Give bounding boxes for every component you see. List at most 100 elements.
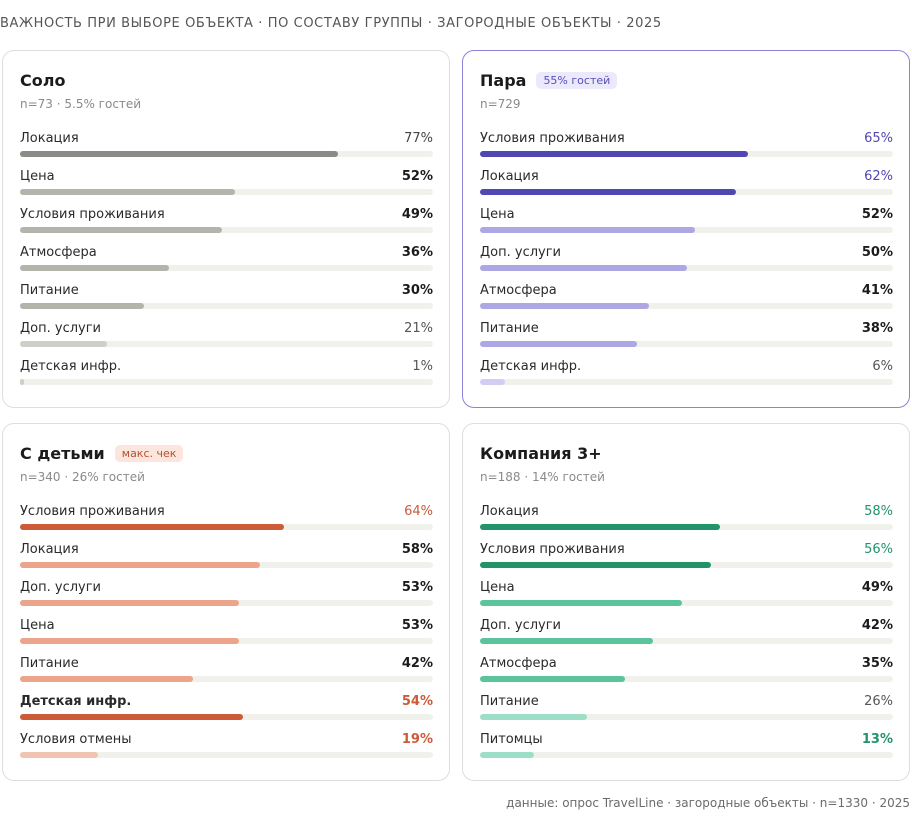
bar-row: Питание 38% xyxy=(480,321,893,351)
bar-label: Атмосфера xyxy=(20,245,97,260)
bar-value-label: 53% xyxy=(401,580,433,595)
bar-value-label: 52% xyxy=(861,207,893,222)
bar-track xyxy=(20,379,433,385)
bar-fill xyxy=(20,151,338,157)
bar-fill xyxy=(480,379,505,385)
bar-track xyxy=(480,600,893,606)
bar-track xyxy=(480,676,893,682)
bar-value-label: 64% xyxy=(404,504,433,519)
bar-fill xyxy=(480,303,650,309)
bar-label: Доп. услуги xyxy=(20,321,101,336)
bar-label: Цена xyxy=(480,207,515,222)
bar-row: Локация 58% xyxy=(20,542,433,572)
bar-value-label: 58% xyxy=(864,504,893,519)
bar-row: Питание 26% xyxy=(480,694,893,724)
bar-label: Условия проживания xyxy=(20,504,165,519)
bar-label: Цена xyxy=(20,618,55,633)
bar-row: Цена 52% xyxy=(480,207,893,237)
bar-label: Доп. услуги xyxy=(480,618,561,633)
guest-share-badge: 55% гостей xyxy=(536,72,618,89)
chart-panel-solo: Соло n=73 · 5.5% гостей Локация 77% Цена 52… xyxy=(2,50,450,408)
bar-fill xyxy=(20,752,99,758)
bar-value-label: 36% xyxy=(401,245,433,260)
bar-value-label: 26% xyxy=(864,694,893,709)
bar-value-label: 35% xyxy=(861,656,893,671)
bar-track xyxy=(480,379,893,385)
bar-track xyxy=(480,265,893,271)
bar-track xyxy=(20,341,433,347)
bar-fill xyxy=(480,265,687,271)
bar-fill xyxy=(480,151,749,157)
bar-row: Цена 53% xyxy=(20,618,433,648)
bar-label: Детская инфр. xyxy=(20,694,132,709)
bar-track xyxy=(480,638,893,644)
bar-row: Детская инфр. 54% xyxy=(20,694,433,724)
bar-fill xyxy=(20,227,223,233)
bar-track xyxy=(480,341,893,347)
bar-label: Детская инфр. xyxy=(20,359,122,374)
bar-fill xyxy=(20,189,235,195)
bar-track xyxy=(20,227,433,233)
bar-track xyxy=(20,524,433,530)
bar-row: Цена 49% xyxy=(480,580,893,610)
max-check-badge: макс. чек xyxy=(114,445,184,462)
bar-label: Атмосфера xyxy=(480,283,557,298)
bar-fill xyxy=(480,638,654,644)
bar-value-label: 1% xyxy=(412,359,433,374)
panel-subtitle: n=188 · 14% гостей xyxy=(480,470,605,484)
bar-value-label: 6% xyxy=(872,359,893,374)
bar-row: Доп. услуги 53% xyxy=(20,580,433,610)
bar-fill xyxy=(480,600,683,606)
bar-value-label: 52% xyxy=(401,169,433,184)
bar-row: Цена 52% xyxy=(20,169,433,199)
bar-value-label: 50% xyxy=(861,245,893,260)
bar-fill xyxy=(480,524,720,530)
bar-value-label: 49% xyxy=(861,580,893,595)
bar-fill xyxy=(480,714,588,720)
panel-header: Пара 55% гостей xyxy=(480,71,618,90)
panel-header: Компания 3+ xyxy=(480,444,602,463)
bar-fill xyxy=(20,714,244,720)
chart-panel-with-kids: С детьми макс. чек n=340 · 26% гостей Ус… xyxy=(2,423,450,781)
bar-fill xyxy=(480,752,534,758)
bar-fill xyxy=(480,227,695,233)
bar-track xyxy=(480,189,893,195)
bar-value-label: 53% xyxy=(401,618,433,633)
panel-title: Соло xyxy=(20,71,66,90)
panel-title: Пара xyxy=(480,71,527,90)
bar-fill xyxy=(480,341,637,347)
bar-track xyxy=(480,303,893,309)
bar-label: Атмосфера xyxy=(480,656,557,671)
bar-value-label: 62% xyxy=(864,169,893,184)
bar-track xyxy=(20,265,433,271)
bar-track xyxy=(20,151,433,157)
bar-value-label: 21% xyxy=(404,321,433,336)
chart-panel-couple: Пара 55% гостей n=729 Условия проживания… xyxy=(462,50,910,408)
bar-track xyxy=(480,227,893,233)
bar-row: Атмосфера 35% xyxy=(480,656,893,686)
bar-label: Питание xyxy=(20,656,79,671)
bar-fill xyxy=(480,562,712,568)
bar-fill xyxy=(20,600,239,606)
bar-fill xyxy=(20,638,239,644)
bar-fill xyxy=(20,341,107,347)
bar-value-label: 58% xyxy=(401,542,433,557)
bar-fill xyxy=(20,676,194,682)
bar-value-label: 56% xyxy=(864,542,893,557)
bar-row: Питание 42% xyxy=(20,656,433,686)
bar-value-label: 41% xyxy=(861,283,893,298)
bar-label: Доп. услуги xyxy=(20,580,101,595)
bar-fill xyxy=(20,265,169,271)
bar-label: Локация xyxy=(20,542,79,557)
panel-title: Компания 3+ xyxy=(480,444,602,463)
bar-label: Цена xyxy=(480,580,515,595)
bar-fill xyxy=(20,524,285,530)
bar-row: Локация 62% xyxy=(480,169,893,199)
bar-fill xyxy=(20,303,144,309)
bar-value-label: 77% xyxy=(404,131,433,146)
panel-title: С детьми xyxy=(20,444,105,463)
panel-header: С детьми макс. чек xyxy=(20,444,184,463)
bar-track xyxy=(20,752,433,758)
bar-row: Доп. услуги 21% xyxy=(20,321,433,351)
bar-label: Питомцы xyxy=(480,732,543,747)
